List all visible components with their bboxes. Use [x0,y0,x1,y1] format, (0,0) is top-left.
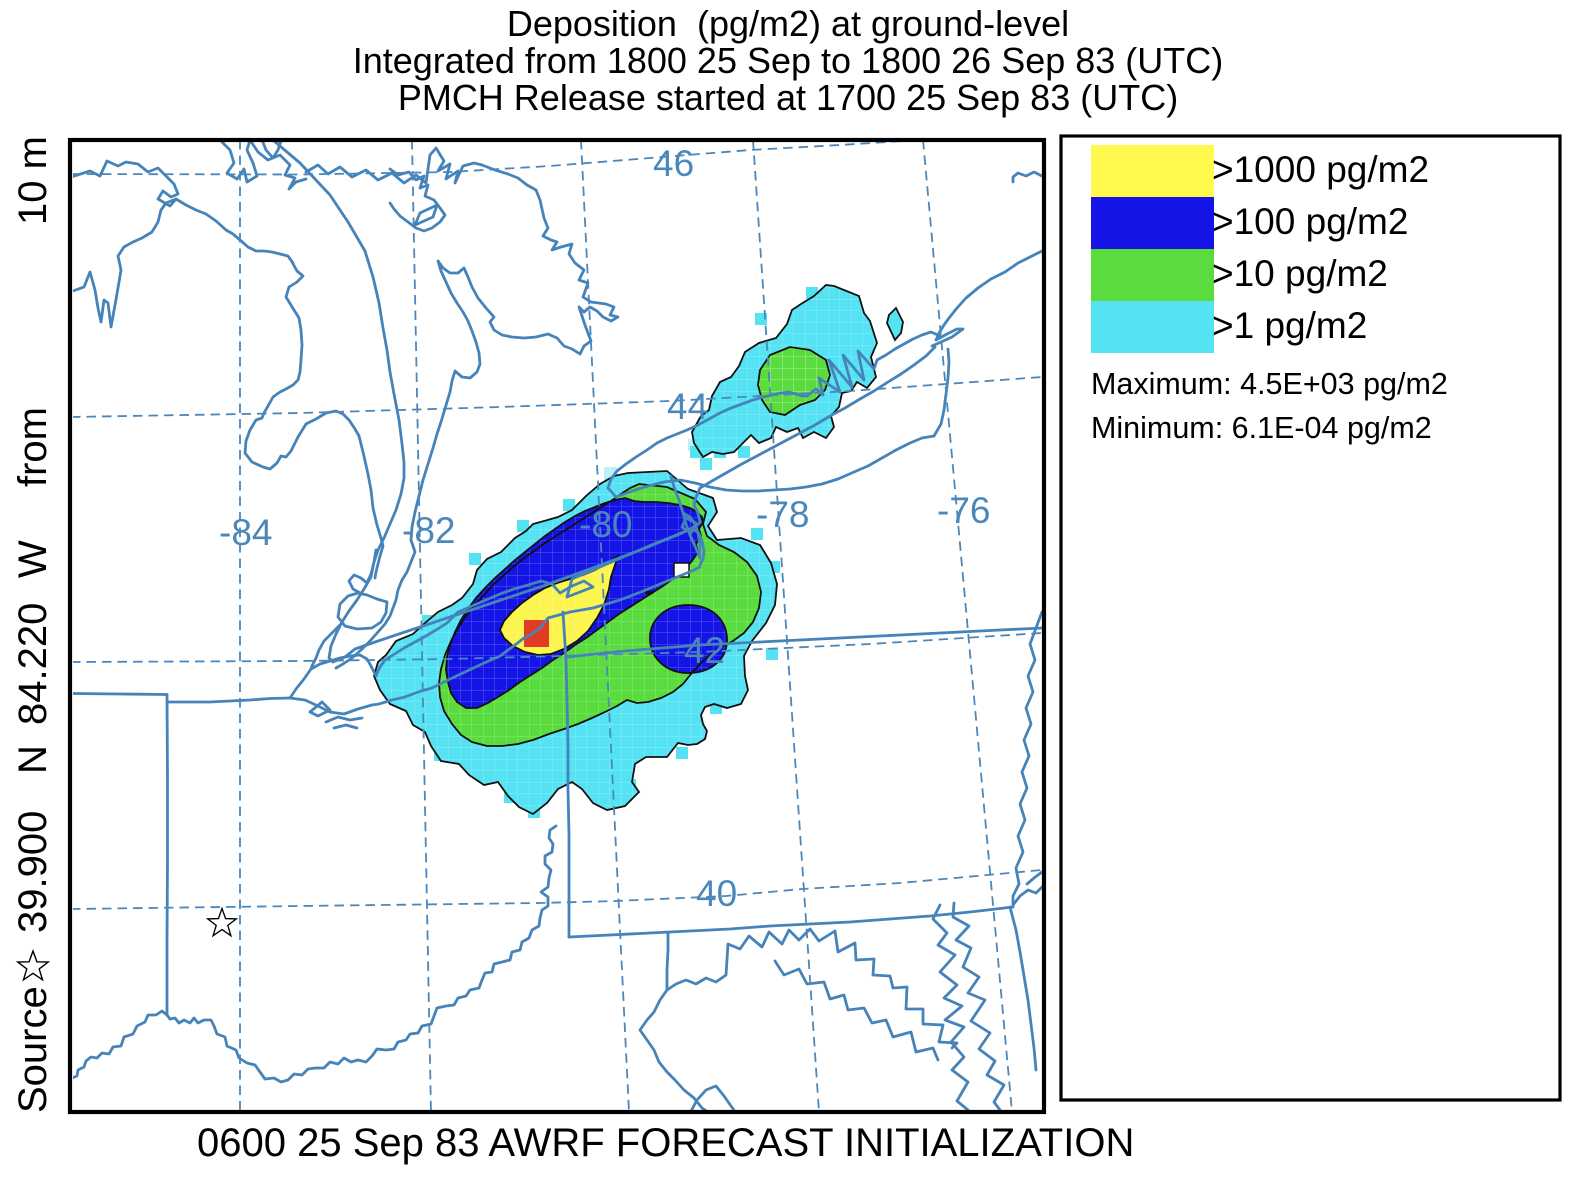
svg-text:W: W [11,540,55,578]
svg-text:>1 pg/m2: >1 pg/m2 [1212,305,1367,346]
svg-text:10 m: 10 m [11,136,55,225]
svg-text:N: N [11,745,55,774]
svg-text:0600 25 Sep 83 AWRF FORECAST I: 0600 25 Sep 83 AWRF FORECAST INITIALIZAT… [197,1121,1134,1165]
svg-text:39.900: 39.900 [11,811,55,933]
svg-text:Integrated from 1800 25 Sep to: Integrated from 1800 25 Sep to 1800 26 S… [353,40,1224,81]
svg-text:>100 pg/m2: >100 pg/m2 [1212,201,1408,242]
svg-text:44: 44 [667,386,708,427]
svg-text:84.220: 84.220 [11,603,55,725]
svg-text:-76: -76 [937,490,990,531]
svg-text:Minimum: 6.1E-04 pg/m2: Minimum: 6.1E-04 pg/m2 [1091,411,1432,445]
svg-text:Maximum: 4.5E+03 pg/m2: Maximum: 4.5E+03 pg/m2 [1091,367,1448,401]
svg-text:-84: -84 [219,512,272,553]
svg-text:from: from [11,407,55,487]
svg-text:40: 40 [696,873,737,914]
svg-text:-82: -82 [402,510,455,551]
svg-text:-80: -80 [579,504,632,545]
svg-text:Deposition (pg/m2) at ground-: Deposition (pg/m2) at ground-level [507,3,1069,44]
svg-text:Source: Source [11,986,55,1113]
svg-text:-78: -78 [756,494,809,535]
svg-text:42: 42 [684,630,725,671]
svg-text:46: 46 [653,143,694,184]
svg-text:PMCH Release started at 1700 2: PMCH Release started at 1700 25 Sep 83 (… [398,77,1178,118]
svg-text:>1000 pg/m2: >1000 pg/m2 [1212,149,1429,190]
svg-text:>10 pg/m2: >10 pg/m2 [1212,253,1388,294]
